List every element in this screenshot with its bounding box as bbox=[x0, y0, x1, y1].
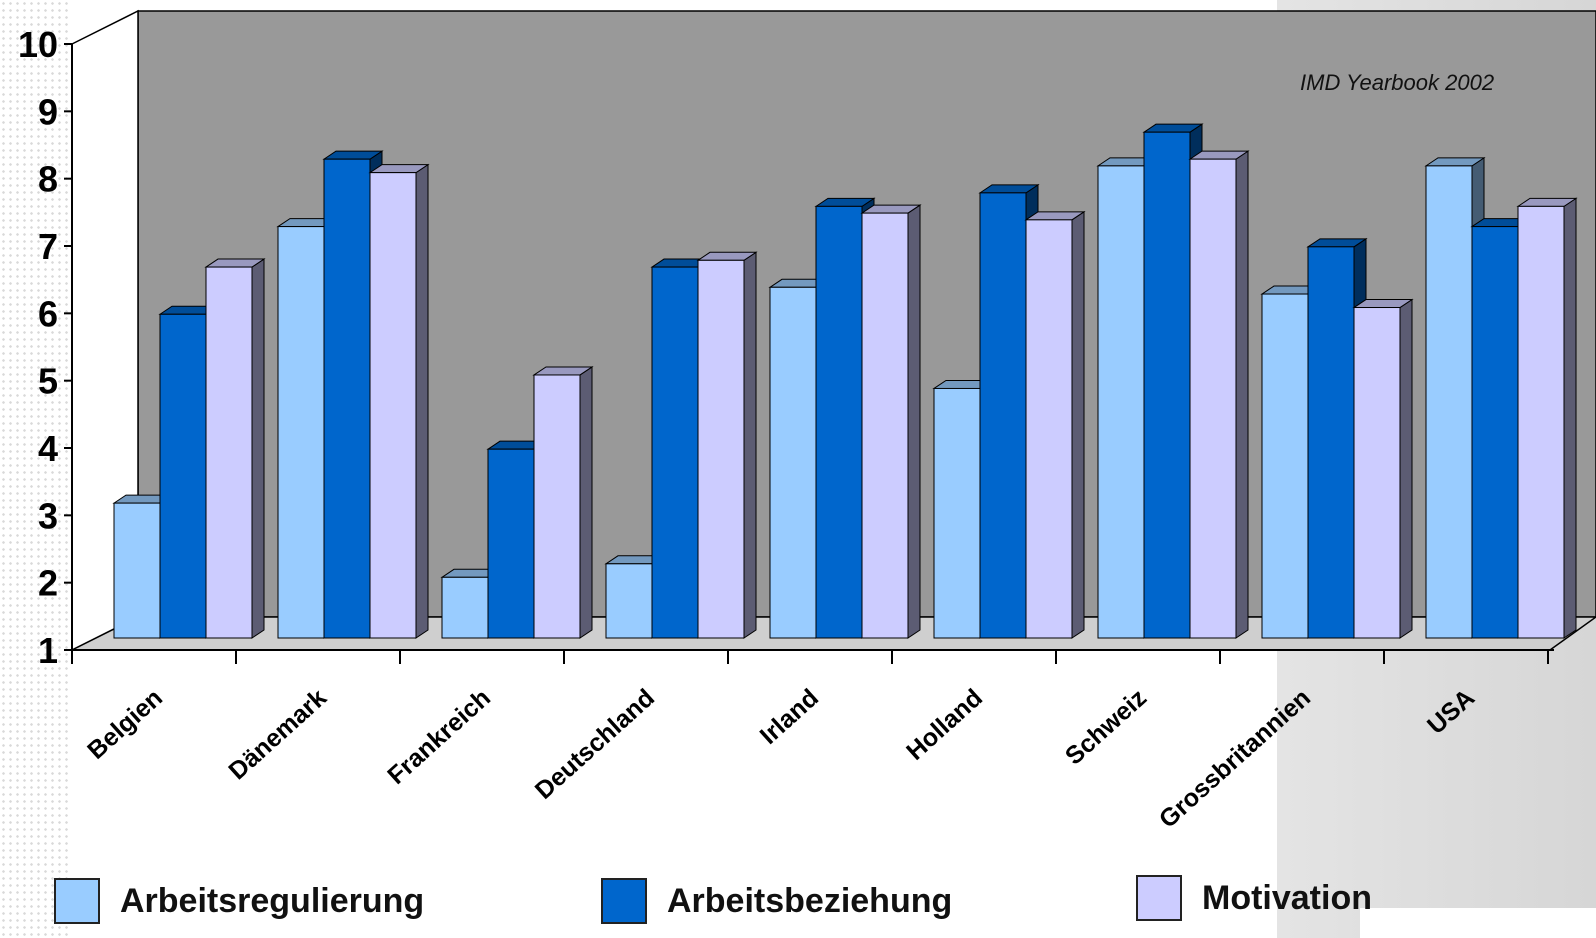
x-tick-label: USA bbox=[1422, 684, 1480, 740]
bar bbox=[1143, 131, 1191, 639]
bar bbox=[1425, 165, 1473, 639]
bar bbox=[1025, 219, 1073, 639]
y-tick-label: 2 bbox=[38, 563, 58, 604]
legend-label: Arbeitsbeziehung bbox=[667, 881, 953, 920]
bar bbox=[933, 387, 981, 639]
legend-swatch bbox=[54, 878, 100, 924]
x-tick-label: Frankreich bbox=[382, 684, 496, 790]
dotted-margin bbox=[0, 0, 70, 938]
bar bbox=[1517, 205, 1565, 639]
bar-side bbox=[415, 163, 429, 639]
bar bbox=[769, 286, 817, 639]
x-tick-label: Grossbritannien bbox=[1154, 684, 1316, 834]
background-corner bbox=[1360, 908, 1596, 938]
y-tick-label: 4 bbox=[38, 428, 58, 469]
legend-swatch bbox=[601, 878, 647, 924]
bar bbox=[1471, 226, 1519, 639]
y-tick-label: 9 bbox=[38, 91, 58, 132]
legend-label: Motivation bbox=[1202, 878, 1372, 917]
legend-label: Arbeitsregulierung bbox=[120, 881, 425, 920]
bar bbox=[1261, 293, 1309, 639]
bar bbox=[697, 259, 745, 639]
y-tick-label: 3 bbox=[38, 495, 58, 536]
bar-side bbox=[1071, 210, 1085, 639]
x-tick-label: Belgien bbox=[82, 684, 168, 765]
bar-side bbox=[1399, 298, 1413, 639]
legend-swatch bbox=[1136, 875, 1182, 921]
bar bbox=[1307, 246, 1355, 639]
y-tick-label: 6 bbox=[38, 293, 58, 334]
bar-side bbox=[579, 366, 593, 639]
bar bbox=[487, 448, 535, 639]
bar-side bbox=[907, 204, 921, 639]
bar bbox=[205, 266, 253, 639]
bar bbox=[277, 226, 325, 639]
bar bbox=[1353, 307, 1401, 639]
chart-axes bbox=[64, 43, 1554, 664]
bar bbox=[441, 576, 489, 639]
x-tick-label: Deutschland bbox=[530, 684, 660, 805]
x-tick-label: Irland bbox=[755, 684, 824, 750]
bar-side bbox=[251, 258, 265, 639]
legend-item-arbeitsregulierung: Arbeitsregulierung bbox=[54, 878, 424, 924]
bar bbox=[651, 266, 699, 639]
x-tick-label: Schweiz bbox=[1060, 684, 1152, 771]
x-tick-label: Holland bbox=[901, 684, 988, 766]
bar-side bbox=[743, 251, 757, 639]
bar bbox=[815, 205, 863, 639]
bar-side bbox=[1235, 150, 1249, 639]
x-tick-label: Dänemark bbox=[223, 684, 332, 786]
y-tick-label: 10 bbox=[18, 24, 58, 65]
bar bbox=[605, 563, 653, 639]
bar bbox=[113, 502, 161, 639]
y-tick-label: 8 bbox=[38, 159, 58, 200]
bar bbox=[861, 212, 909, 639]
chart-bars bbox=[112, 123, 1578, 639]
legend-item-arbeitsbeziehung: Arbeitsbeziehung bbox=[601, 878, 952, 924]
chart-annotation: IMD Yearbook 2002 bbox=[1300, 70, 1495, 95]
bar bbox=[979, 192, 1027, 639]
y-tick-label: 5 bbox=[38, 361, 58, 402]
bar bbox=[1097, 165, 1145, 639]
bar bbox=[1189, 158, 1237, 639]
bar-side bbox=[1563, 197, 1577, 639]
bar bbox=[159, 313, 207, 639]
y-tick-label: 1 bbox=[38, 630, 58, 671]
bar bbox=[533, 374, 581, 639]
bar bbox=[323, 158, 371, 639]
bar bbox=[369, 172, 417, 639]
legend-item-motivation: Motivation bbox=[1136, 875, 1372, 921]
y-tick-label: 7 bbox=[38, 226, 58, 267]
